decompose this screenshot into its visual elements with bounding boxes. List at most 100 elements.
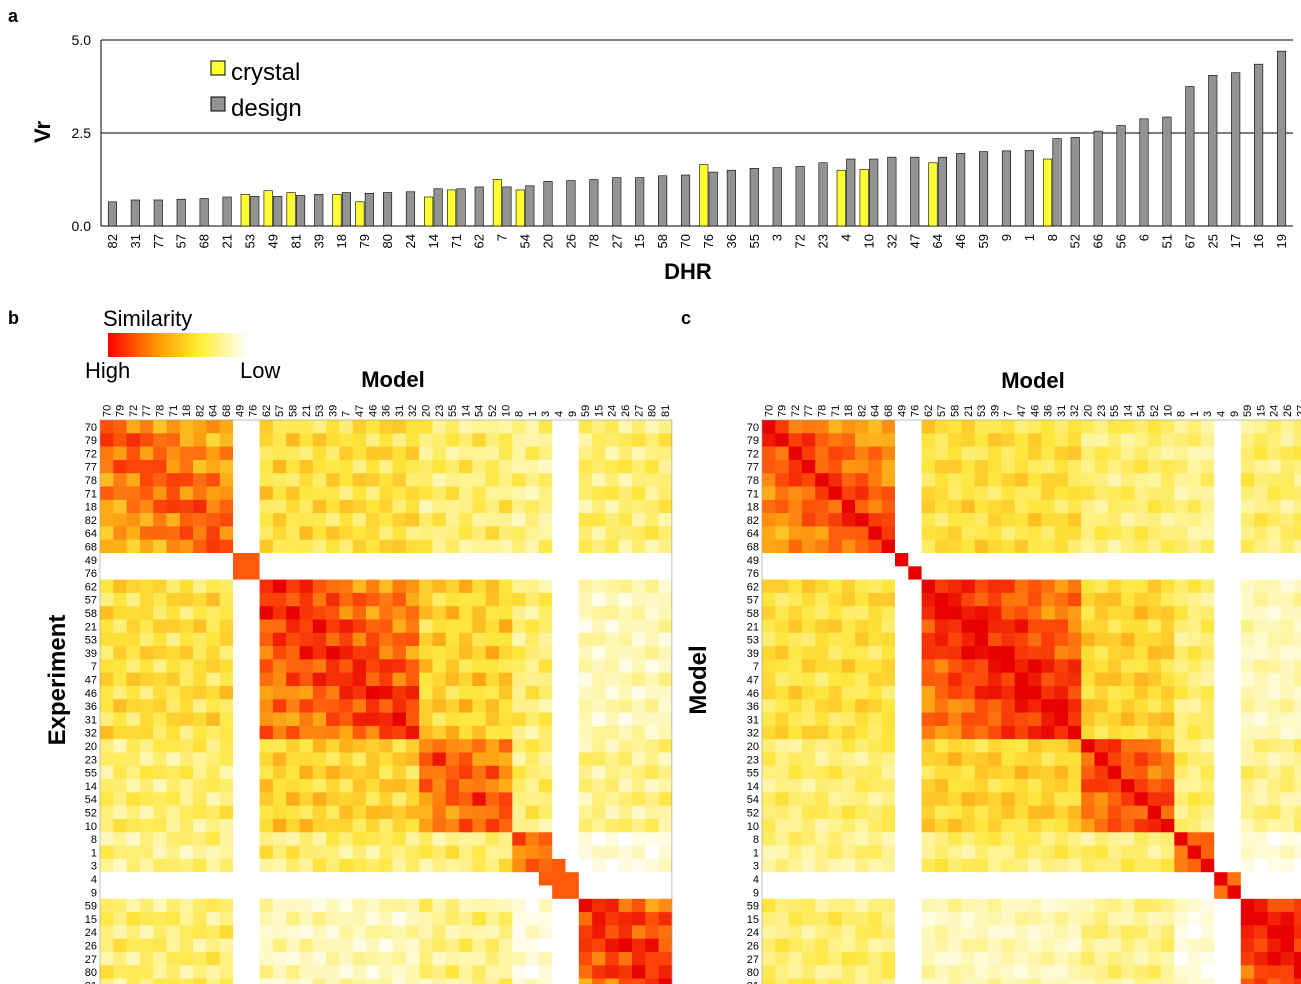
heatmap-cell — [855, 952, 869, 966]
heatmap-cell — [219, 553, 234, 567]
heatmap-cell — [499, 446, 513, 461]
heatmap-row-label: 4 — [91, 874, 97, 886]
heatmap-cell — [1227, 912, 1242, 926]
heatmap-cell — [974, 459, 989, 474]
heatmap-cell — [379, 446, 393, 461]
heatmap-cell — [578, 646, 593, 660]
heatmap-cell — [153, 858, 167, 873]
heatmap-cell — [445, 659, 460, 673]
heatmap-cell — [775, 765, 789, 780]
heatmap-cell — [1227, 765, 1242, 780]
heatmap-cell — [645, 632, 659, 647]
heatmap-cell — [948, 779, 962, 793]
heatmap-cell — [921, 592, 936, 607]
heatmap-cell — [126, 765, 141, 780]
heatmap-cell — [1107, 712, 1122, 727]
heatmap-cell — [219, 965, 234, 979]
heatmap-cell — [762, 566, 776, 580]
heatmap-cell — [1094, 459, 1109, 474]
heatmap-cell — [1041, 725, 1055, 740]
heatmap-cell — [246, 513, 260, 527]
heatmap-cell — [312, 513, 327, 527]
heatmap-cell — [828, 912, 843, 926]
heatmap-cell — [1121, 619, 1135, 634]
heatmap-cell — [538, 885, 553, 900]
heatmap-cell — [1081, 965, 1095, 979]
heatmap-cell — [193, 898, 207, 913]
heatmap-cell — [193, 513, 207, 527]
heatmap-row-label: 23 — [747, 754, 759, 766]
heatmap-cell — [113, 739, 127, 753]
heatmap-cell — [459, 526, 473, 540]
heatmap-cell — [895, 632, 909, 647]
heatmap-cell — [312, 420, 327, 434]
heatmap-cell — [868, 446, 882, 461]
heatmap-cell — [432, 672, 447, 687]
heatmap-cell — [868, 978, 882, 984]
heatmap-cell — [459, 553, 473, 567]
heatmap-cell — [1227, 486, 1242, 501]
heatmap-cell — [272, 845, 287, 860]
heatmap-col-label: 78 — [817, 405, 829, 417]
heatmap-cell — [948, 459, 962, 474]
heatmap-cell — [193, 539, 207, 554]
heatmap-cell — [1014, 765, 1029, 780]
heatmap-cell — [618, 925, 633, 939]
bar-design-10 — [869, 158, 879, 227]
heatmap-cell — [895, 433, 909, 447]
heatmap-cell — [578, 845, 593, 860]
heatmap-cell — [618, 978, 633, 984]
x-tick-label: 20 — [541, 234, 556, 248]
heatmap-cell — [815, 858, 829, 873]
heatmap-cell — [762, 832, 776, 846]
heatmap-cell — [339, 473, 353, 487]
heatmap-cell — [485, 739, 500, 753]
heatmap-cell — [1267, 739, 1281, 753]
heatmap-cell — [126, 539, 141, 554]
heatmap-cell — [272, 539, 287, 554]
heatmap-cell — [366, 739, 380, 753]
heatmap-cell — [1081, 672, 1095, 687]
heatmap-cell — [552, 765, 566, 780]
heatmap-cell — [908, 779, 922, 793]
heatmap-cell — [788, 619, 803, 634]
heatmap-cell — [1240, 433, 1255, 447]
heatmap-cell — [339, 792, 353, 806]
heatmap-cell — [179, 872, 194, 886]
heatmap-cell — [1001, 819, 1015, 833]
heatmap-cell — [525, 699, 540, 713]
heatmap-cell — [1014, 433, 1029, 447]
heatmap-cell — [339, 566, 353, 580]
heatmap-cell — [762, 805, 776, 820]
heatmap-cell — [1161, 486, 1175, 501]
heatmap-cell — [1187, 845, 1202, 860]
heatmap-cell — [855, 712, 869, 727]
heatmap-cell — [645, 925, 659, 939]
heatmap-cell — [1227, 446, 1242, 461]
heatmap-cell — [961, 965, 976, 979]
heatmap-cell — [1227, 686, 1242, 700]
heatmap-cell — [1028, 725, 1042, 740]
heatmap-cell — [881, 912, 896, 926]
heatmap-cell — [405, 872, 420, 886]
heatmap-cell — [988, 872, 1002, 886]
heatmap-cell — [815, 792, 829, 806]
heatmap-cell — [233, 725, 247, 740]
heatmap-cell — [1174, 446, 1188, 461]
heatmap-cell — [405, 912, 420, 926]
heatmap-cell — [512, 819, 526, 833]
heatmap-cell — [974, 526, 989, 540]
heatmap-cell — [299, 459, 314, 474]
heatmap-cell — [445, 539, 460, 554]
heatmap-cell — [645, 420, 659, 434]
heatmap-cell — [1094, 579, 1109, 594]
heatmap-cell — [1254, 606, 1268, 620]
heatmap-cell — [179, 765, 194, 780]
heatmap-cell — [419, 699, 433, 713]
heatmap-cell — [1240, 885, 1255, 900]
heatmap-cell — [405, 592, 420, 607]
heatmap-cell — [286, 965, 300, 979]
heatmap-cell — [565, 433, 580, 447]
heatmap-cell — [405, 659, 420, 673]
heatmap-cell — [139, 952, 154, 966]
